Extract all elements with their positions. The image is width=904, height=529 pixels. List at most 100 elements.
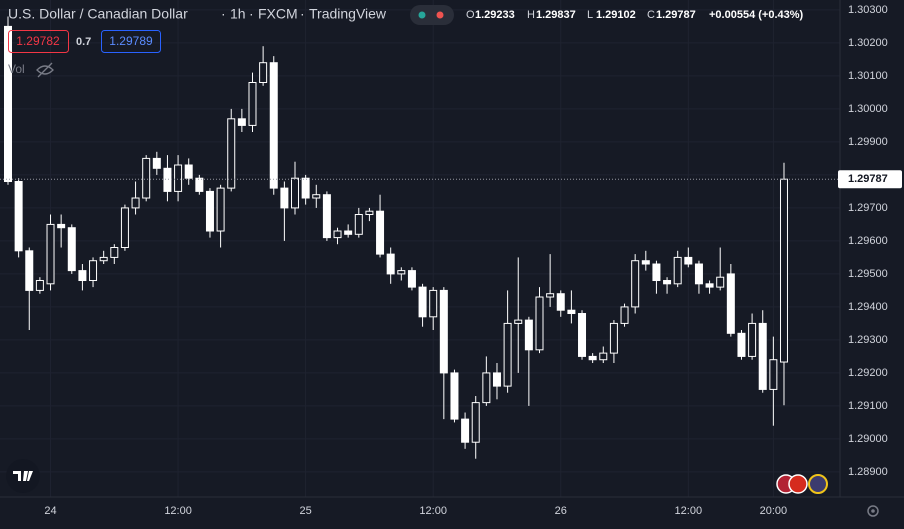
candle-body [397,270,406,275]
candle-body [344,230,353,235]
candle-body [291,177,300,209]
last-price-box [838,170,902,189]
x-tick-label: 12:00 [675,505,703,517]
x-tick-label: 20:00 [760,505,788,517]
volume-label: Vol [8,62,25,76]
candle-body [14,181,23,252]
x-tick-label: 25 [300,505,312,517]
candle-body [535,296,544,351]
last-price-label: 1.29787 [848,173,888,185]
platform: TradingView [309,6,387,22]
flag-us [808,474,828,494]
y-tick-label: 1.30200 [848,37,888,49]
x-tick-label: 24 [44,505,56,517]
candle-body [461,418,470,443]
candle-body [269,62,278,189]
ohlc-key: H [527,9,535,21]
separator: · [300,6,305,22]
candle-body [578,313,587,357]
separator: · [249,6,254,22]
candle-body [227,118,236,189]
y-tick-label: 1.29100 [848,400,888,412]
candle-body [184,164,193,179]
candle-body [705,283,714,288]
status-dot [418,11,426,19]
candle-body [174,164,183,192]
candle-body [450,372,459,420]
gear [867,505,879,517]
bid-box[interactable]: 1.29782 [8,30,69,53]
candle-body [248,82,257,126]
candle-body [716,276,725,288]
candle-body [694,263,703,285]
y-tick-label: 1.30300 [848,4,888,16]
x-tick-label: 12:00 [164,505,192,517]
status-dot [436,11,444,19]
y-tick-label: 1.29000 [848,433,888,445]
candle-body [301,177,310,199]
candle-body [142,157,151,199]
y-tick-label: 1.29700 [848,202,888,214]
ohlc-value: 1.29837 [536,9,576,21]
candle-body [599,352,608,361]
y-tick-label: 1.30000 [848,103,888,115]
candle-body [418,286,427,318]
candle-body [503,322,512,387]
ohlc-key: C [647,9,655,21]
logo-bg [6,459,40,493]
bid-border [8,30,69,53]
y-tick-label: 1.30100 [848,70,888,82]
candle-body [556,293,565,311]
candle-body [131,197,140,209]
candle-body [482,372,491,404]
candle-body [429,289,438,318]
candle-body [376,210,385,255]
settings[interactable] [867,505,879,517]
x-tick-label: 12:00 [419,505,447,517]
candle-body [439,289,448,374]
candle-body [333,230,342,239]
ohlc-value: 1.29102 [596,9,636,21]
candle-body [386,253,395,275]
candle-body [67,227,76,272]
candle-body [641,260,650,265]
tv-logo[interactable] [6,459,40,493]
axis: 1.30300 1.30200 1.30100 1.30000 1.29900 1.298… [44,4,902,517]
change: +0.00554 (+0.43%) [709,9,804,21]
symbol: U.S. Dollar / Canadian Dollar [8,6,188,22]
candle-body [407,270,416,288]
candle-body [35,280,44,291]
spread: 0.7 [76,36,91,48]
candle-body [25,250,34,291]
ask: 1.29789 [109,34,153,48]
ohlc-value: 1.29787 [656,9,696,21]
candle-body [46,223,55,285]
interval[interactable]: 1h [230,6,246,22]
y-tick-label: 1.29400 [848,301,888,313]
candle-body [673,256,682,285]
candle-body [163,167,172,192]
hide-icon[interactable] [36,62,54,78]
candle-body [737,332,746,357]
candle-body [99,256,108,262]
event-flags[interactable] [776,474,828,494]
candle-body [120,207,129,249]
market-status[interactable] [410,5,454,25]
y-tick-label: 1.28900 [848,466,888,478]
candle-body [609,322,618,354]
candle-body [312,194,321,199]
ask-box[interactable]: 1.29789 [101,30,161,53]
flag-ca [788,474,808,494]
candles [0,16,840,459]
candle-body [89,260,98,282]
candle-body [259,62,268,84]
ask-border [101,30,161,53]
candle-body [216,187,225,232]
candle-body [726,273,735,334]
candle-body [620,306,629,324]
candle-body [567,309,576,315]
y-tick-label: 1.29200 [848,367,888,379]
